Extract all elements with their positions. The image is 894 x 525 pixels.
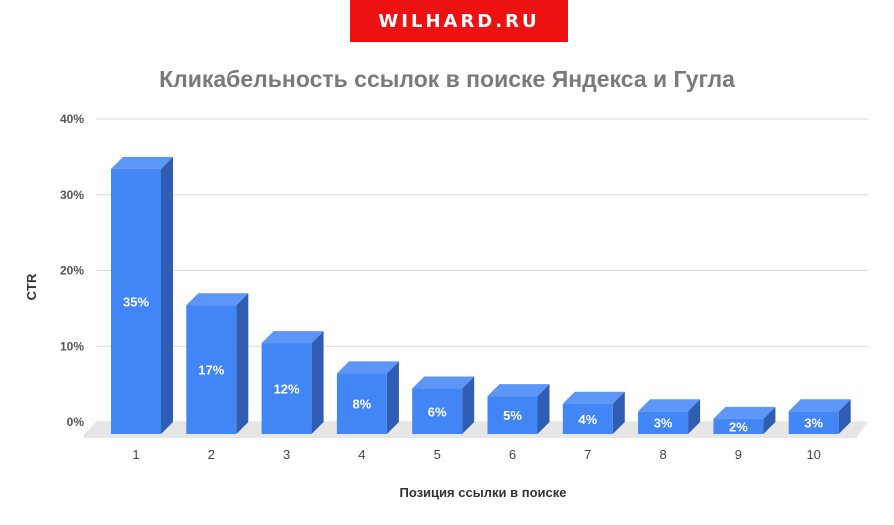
bar-group: 3%	[638, 399, 701, 434]
bar	[412, 388, 463, 434]
bar	[638, 411, 689, 434]
x-tick-label: 2	[208, 447, 215, 462]
bar-side	[838, 399, 851, 434]
x-axis-label: Позиция ссылки в поиске	[399, 485, 566, 500]
bar-side	[462, 376, 475, 434]
bar	[562, 403, 613, 434]
bar-group: 35%	[111, 156, 173, 434]
bar-value-label: 35%	[123, 294, 149, 309]
bar-top	[336, 361, 399, 374]
bar	[336, 373, 387, 434]
chart-title: Кликабельность ссылок в поиске Яндекса и…	[159, 66, 735, 92]
y-tick-label: 10%	[60, 339, 84, 353]
bar-value-label: 12%	[274, 382, 300, 397]
bar-top	[261, 331, 324, 344]
x-tick-label: 5	[434, 447, 441, 462]
bar-top	[412, 376, 475, 389]
bar-side	[236, 293, 249, 434]
y-axis-label: CTR	[24, 273, 39, 300]
bar-group: 4%	[562, 391, 625, 434]
bar-top	[111, 156, 173, 169]
bar	[111, 168, 161, 434]
bar-side	[537, 384, 550, 434]
x-tick-label: 4	[358, 447, 365, 462]
bar-value-label: 2%	[729, 419, 748, 434]
x-tick-label: 10	[806, 447, 820, 462]
bar-value-label: 3%	[804, 416, 823, 431]
brand-text: WILHARD.RU	[378, 10, 540, 32]
x-tick-label: 3	[283, 447, 290, 462]
bar-group: 17%	[186, 293, 249, 434]
bar-side	[161, 156, 173, 434]
y-tick-label: 20%	[60, 264, 84, 278]
bar	[186, 305, 237, 434]
bar-top	[713, 406, 776, 419]
bar-value-label: 8%	[353, 397, 372, 412]
bar-side	[688, 399, 701, 434]
bar-side	[386, 361, 399, 434]
x-tick-labels: 1 2 3 4 5 6 7 8 9 10	[132, 447, 821, 462]
bar-side	[311, 331, 324, 434]
bar-value-label: 5%	[503, 408, 522, 423]
x-tick-label: 8	[659, 447, 666, 462]
bar-group: 2%	[713, 406, 776, 434]
y-tick-label: 0%	[67, 415, 85, 429]
bar-side	[612, 391, 625, 434]
bar	[788, 411, 839, 434]
bars-layer: 35% 17% 12% 8% 6% 5% 4% 3% 2% 3%	[111, 156, 851, 434]
x-tick-label: 1	[132, 447, 139, 462]
brand-banner: WILHARD.RU	[350, 0, 568, 42]
bar	[487, 396, 538, 434]
bar-group: 5%	[487, 384, 550, 434]
bar-group: 3%	[788, 399, 851, 434]
bar-top	[186, 293, 249, 306]
bar-group: 6%	[412, 376, 475, 434]
bar-top	[487, 384, 550, 397]
bar-group: 12%	[261, 331, 324, 434]
bar-value-label: 3%	[654, 416, 673, 431]
bar	[261, 343, 312, 434]
bar	[713, 418, 764, 434]
x-tick-label: 6	[509, 447, 516, 462]
y-tick-labels: 0% 10% 20% 30% 40%	[60, 112, 84, 429]
bar-top	[638, 399, 701, 412]
bar-value-label: 6%	[428, 404, 447, 419]
bar-group: 8%	[336, 361, 399, 434]
x-tick-label: 9	[735, 447, 742, 462]
y-tick-label: 30%	[60, 188, 84, 202]
x-tick-label: 7	[584, 447, 591, 462]
bar-top	[562, 391, 625, 404]
bar-top	[788, 399, 851, 412]
bar-side	[763, 406, 776, 434]
y-tick-label: 40%	[60, 112, 84, 126]
bar-value-label: 17%	[198, 363, 224, 378]
bar-value-label: 4%	[578, 412, 597, 427]
